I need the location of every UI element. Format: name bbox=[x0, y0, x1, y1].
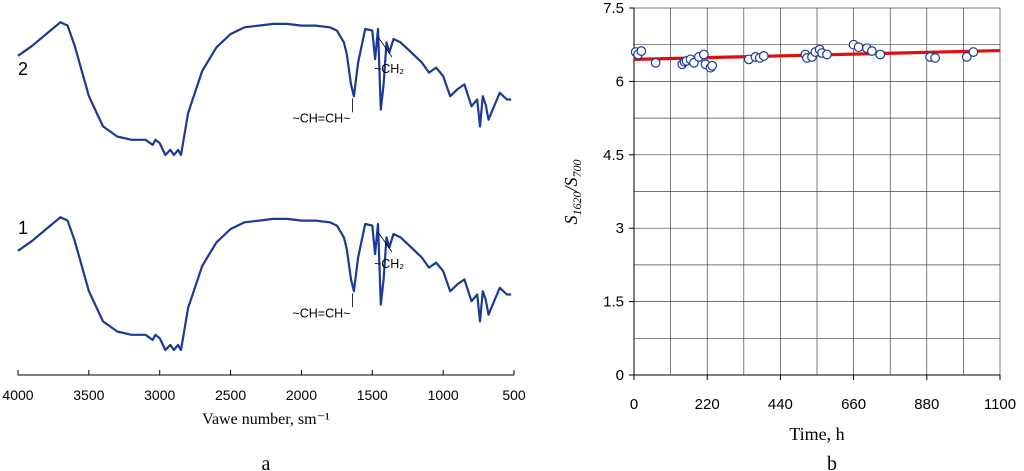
panel-a-x-tick-label: 4000 bbox=[2, 387, 33, 403]
annotation-leader bbox=[377, 231, 393, 253]
data-point bbox=[758, 51, 769, 61]
panel-a-x-tick-label: 3500 bbox=[73, 387, 104, 403]
panel-b-y-tick-label: 7.5 bbox=[603, 0, 624, 17]
panel-b-y-tick-label: 0 bbox=[616, 367, 624, 384]
panel-a-x-ticks: 4000 3500 3000 2500 2000 1500 1000 500 bbox=[2, 370, 526, 403]
data-point bbox=[961, 52, 972, 62]
data-point bbox=[822, 49, 832, 60]
panel-b-y-tick-label: 6 bbox=[616, 73, 624, 90]
panel-b-y-label: S1620/S700 bbox=[561, 159, 584, 224]
panel-a-annotations: ~CH=CH~ ~CH₂ ~CH=CH~ ~CH₂ bbox=[292, 36, 404, 320]
annotation-ch-ch: ~CH=CH~ bbox=[292, 111, 350, 125]
data-point bbox=[698, 49, 709, 60]
panel-a-x-tick-label: 2500 bbox=[215, 387, 246, 403]
panel-b-x-tick-label: 440 bbox=[768, 396, 793, 413]
curve-label-1: 1 bbox=[18, 218, 28, 238]
data-point bbox=[875, 49, 886, 60]
panel-b-label: b bbox=[827, 453, 837, 471]
panel-a-x-tick-label: 2000 bbox=[286, 387, 317, 403]
panel-b-y-tick-label: 3 bbox=[616, 220, 624, 237]
data-point bbox=[650, 57, 661, 68]
panel-b-x-tick-label: 1100 bbox=[984, 396, 1016, 413]
panel-a-x-tick-label: 1500 bbox=[357, 387, 388, 403]
panel-b-x-tick-label: 660 bbox=[841, 396, 866, 413]
panel-a: 4000 3500 3000 2500 2000 1500 1000 500 21 ~CH=C… bbox=[2, 21, 526, 471]
annotation-ch2: ~CH₂ bbox=[374, 62, 404, 76]
panel-a-x-tick-label: 500 bbox=[502, 387, 526, 403]
curve-label-2: 2 bbox=[18, 59, 28, 79]
panel-a-label: a bbox=[262, 453, 271, 471]
panel-a-x-tick-label: 1000 bbox=[428, 387, 459, 403]
data-point bbox=[968, 47, 979, 57]
panel-b-y-tick-label: 4.5 bbox=[603, 147, 624, 164]
spectrum-curve-2 bbox=[17, 21, 512, 157]
data-point bbox=[636, 46, 647, 56]
spectrum-curve-1 bbox=[17, 216, 512, 352]
annotation-leader bbox=[377, 36, 393, 58]
panel-b-x-tick-label: 0 bbox=[630, 396, 638, 413]
panel-b: 0 220 440 660 880 1100 0 1.5 3 4.5 6 7.5 Time, h S1… bbox=[561, 0, 1016, 471]
panel-a-curves: 21 bbox=[17, 21, 512, 352]
panel-b-x-tick-label: 220 bbox=[695, 396, 720, 413]
data-point bbox=[853, 42, 864, 53]
panel-b-points bbox=[630, 39, 979, 73]
panel-a-x-tick-label: 3000 bbox=[144, 387, 175, 403]
panel-a-x-label: Vawe number, sm⁻¹ bbox=[202, 411, 330, 428]
data-point bbox=[707, 60, 718, 71]
data-point bbox=[930, 53, 941, 63]
annotation-ch-ch: ~CH=CH~ bbox=[292, 306, 350, 320]
data-point bbox=[867, 46, 877, 56]
panel-b-x-tick-label: 880 bbox=[914, 396, 939, 413]
annotation-ch2: ~CH₂ bbox=[374, 257, 404, 271]
panel-b-ticks: 0 220 440 660 880 1100 0 1.5 3 4.5 6 7.5 bbox=[603, 0, 1016, 413]
panel-b-y-tick-label: 1.5 bbox=[603, 294, 624, 311]
panel-b-x-label: Time, h bbox=[789, 424, 844, 444]
